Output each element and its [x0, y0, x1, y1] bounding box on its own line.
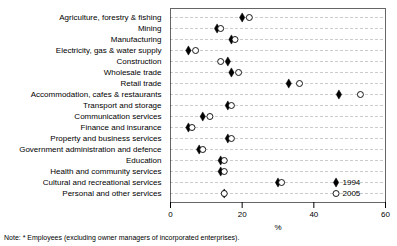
svg-text:Agriculture, forestry & fishin: Agriculture, forestry & fishing	[59, 13, 161, 22]
svg-text:Retail trade: Retail trade	[121, 79, 162, 88]
svg-text:60: 60	[381, 210, 390, 219]
svg-text:20: 20	[238, 210, 247, 219]
svg-text:Cultural and recreational serv: Cultural and recreational services	[43, 178, 162, 187]
svg-text:0: 0	[168, 210, 173, 219]
svg-text:2005: 2005	[343, 189, 361, 198]
svg-text:Communication services: Communication services	[74, 112, 161, 121]
svg-text:Education: Education	[126, 156, 162, 165]
svg-text:Property and business services: Property and business services	[50, 134, 161, 143]
svg-text:Mining: Mining	[138, 24, 162, 33]
svg-text:40: 40	[309, 210, 318, 219]
svg-text:1994: 1994	[343, 178, 361, 187]
svg-text:Accommodation, cafes & restaur: Accommodation, cafes & restaurants	[31, 90, 162, 99]
svg-text:Electricity, gas & water suppl: Electricity, gas & water supply	[56, 46, 162, 55]
svg-text:Health and community services: Health and community services	[50, 167, 161, 176]
svg-text:Manufacturing: Manufacturing	[111, 35, 162, 44]
html-text:Note: * Employees (excluding o: Note: * Employees (excluding owner manag…	[4, 234, 240, 241]
svg-text:Government administration and: Government administration and defence	[19, 145, 162, 154]
svg-text:%: %	[274, 223, 281, 232]
svg-text:Wholesale trade: Wholesale trade	[104, 68, 162, 77]
svg-text:Finance and insurance: Finance and insurance	[81, 123, 162, 132]
svg-text:Transport and storage: Transport and storage	[83, 101, 162, 110]
svg-text:Personal and other services: Personal and other services	[62, 189, 161, 198]
svg-text:Construction: Construction	[117, 57, 162, 66]
